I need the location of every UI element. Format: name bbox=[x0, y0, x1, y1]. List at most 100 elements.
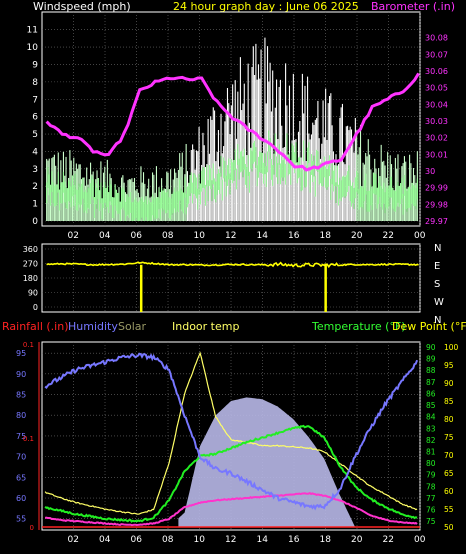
rainfall-label: Rainfall (.in) bbox=[2, 320, 69, 333]
wind-panel-x-tick-label: 06 bbox=[131, 231, 143, 241]
temperature-y-tick-label: 78 bbox=[426, 482, 436, 491]
wind-panel-x-tick-label: 10 bbox=[194, 231, 206, 241]
temp-panel-x-tick-label: 04 bbox=[99, 535, 111, 545]
temp-panel-x-tick-label: 00 bbox=[414, 535, 426, 545]
baro-y-tick-label: 30.02 bbox=[425, 134, 448, 143]
dewpoint-y-tick-label: 100 bbox=[444, 343, 459, 352]
winddir-y-tick-label: 90 bbox=[28, 289, 38, 298]
temperature-y-tick-label: 84 bbox=[426, 413, 436, 422]
baro-y-tick-label: 30.07 bbox=[425, 50, 448, 59]
rain-y-tick-label: 0 bbox=[30, 524, 34, 532]
dewpoint-y-tick-label: 90 bbox=[444, 379, 454, 388]
temperature-label: Temperature (°F) bbox=[311, 320, 406, 333]
temp-panel-x-tick-label: 12 bbox=[225, 535, 236, 545]
baro-y-tick-label: 30 bbox=[425, 167, 435, 176]
baro-y-tick-label: 29.98 bbox=[425, 200, 448, 209]
dewpoint-y-tick-label: 50 bbox=[444, 523, 454, 532]
temperature-y-tick-label: 86 bbox=[426, 389, 436, 398]
barometer-label: Barometer (.in) bbox=[371, 0, 455, 13]
compass-label: W bbox=[434, 297, 444, 308]
baro-y-tick-label: 30.05 bbox=[425, 84, 448, 93]
compass-label: S bbox=[434, 279, 440, 290]
baro-y-tick-label: 29.99 bbox=[425, 184, 448, 193]
temperature-series-line bbox=[44, 424, 418, 523]
dewpoint-y-tick-label: 85 bbox=[444, 397, 454, 406]
compass-label: N bbox=[434, 243, 441, 254]
dewpoint-y-tick-label: 80 bbox=[444, 415, 454, 424]
temperature-y-tick-label: 83 bbox=[426, 424, 436, 433]
temperature-y-tick-label: 79 bbox=[426, 471, 436, 480]
temperature-y-tick-label: 76 bbox=[426, 506, 436, 515]
baro-y-tick-label: 30.08 bbox=[425, 34, 448, 43]
wind-y-tick-label: 5 bbox=[32, 130, 38, 140]
humidity-y-tick-label: 90 bbox=[16, 370, 26, 379]
temp-panel-x-tick-label: 20 bbox=[351, 535, 363, 545]
dewpoint-y-tick-label: 95 bbox=[444, 361, 454, 370]
indoor-temp-series-line bbox=[44, 351, 418, 515]
temperature-y-tick-label: 88 bbox=[426, 366, 436, 375]
temp-panel-x-tick-label: 10 bbox=[194, 535, 206, 545]
wind-panel-x-tick-label: 22 bbox=[383, 231, 394, 241]
wind-y-tick-label: 0 bbox=[32, 217, 38, 227]
wind-direction-series-line bbox=[46, 261, 419, 269]
indoor-temp-label: Indoor temp bbox=[172, 320, 239, 333]
rain-y-tick-label: 0.1 bbox=[23, 341, 34, 349]
windspeed-label: Windspeed (mph) bbox=[33, 0, 131, 13]
humidity-y-tick-label: 75 bbox=[16, 432, 26, 441]
temperature-y-tick-label: 89 bbox=[426, 355, 436, 364]
wind-y-tick-label: 1 bbox=[32, 200, 38, 210]
humidity-y-tick-label: 55 bbox=[16, 515, 26, 524]
wind-y-tick-label: 9 bbox=[32, 60, 38, 70]
humidity-y-tick-label: 60 bbox=[16, 494, 26, 503]
temperature-y-tick-label: 75 bbox=[426, 517, 436, 526]
baro-y-tick-label: 30.01 bbox=[425, 150, 448, 159]
humidity-y-tick-label: 95 bbox=[16, 349, 26, 358]
wind-panel-x-tick-label: 20 bbox=[351, 231, 363, 241]
wind-panel-x-tick-label: 04 bbox=[99, 231, 111, 241]
temp-panel-x-tick-label: 22 bbox=[383, 535, 394, 545]
humidity-y-tick-label: 65 bbox=[16, 473, 26, 482]
solar-label: Solar bbox=[118, 320, 147, 333]
dew-point-label: Dew Point (°F) bbox=[392, 320, 466, 333]
dewpoint-y-tick-label: 70 bbox=[444, 451, 454, 460]
humidity-y-tick-label: 80 bbox=[16, 411, 26, 420]
temp-panel-x-tick-label: 08 bbox=[162, 535, 174, 545]
wind-y-tick-label: 2 bbox=[32, 182, 38, 192]
baro-y-tick-label: 30.06 bbox=[425, 67, 448, 76]
temp-panel-x-tick-label: 16 bbox=[288, 535, 300, 545]
barometer-series-line bbox=[45, 72, 420, 172]
dewpoint-y-tick-label: 75 bbox=[444, 433, 454, 442]
wind-y-tick-label: 6 bbox=[32, 113, 38, 123]
compass-label: N bbox=[434, 315, 441, 326]
baro-y-tick-label: 29.97 bbox=[425, 217, 448, 226]
graph-title: 24 hour graph day : June 06 2025 bbox=[173, 0, 359, 13]
wind-panel-x-tick-label: 02 bbox=[68, 231, 79, 241]
wind-y-tick-label: 7 bbox=[32, 95, 38, 105]
dewpoint-y-tick-label: 65 bbox=[444, 469, 454, 478]
wind-y-tick-label: 11 bbox=[27, 26, 38, 36]
baro-y-tick-label: 30.03 bbox=[425, 117, 448, 126]
wind-y-tick-label: 8 bbox=[32, 78, 38, 88]
temp-panel-x-tick-label: 18 bbox=[320, 535, 332, 545]
temp-panel-x-tick-label: 02 bbox=[68, 535, 79, 545]
rain-y-tick-label: 0.1 bbox=[23, 435, 34, 443]
chart-marks: 02 04 06 08 10 12 14 16 18 20 22 000123456789101129… bbox=[16, 11, 459, 545]
temperature-y-tick-label: 87 bbox=[426, 378, 436, 387]
baro-y-tick-label: 30.04 bbox=[425, 100, 448, 109]
temperature-y-tick-label: 82 bbox=[426, 436, 436, 445]
dewpoint-y-tick-label: 60 bbox=[444, 487, 454, 496]
dewpoint-y-tick-label: 55 bbox=[444, 505, 454, 514]
humidity-series-line bbox=[44, 352, 419, 511]
temp-panel-x-tick-label: 14 bbox=[257, 535, 269, 545]
temp-panel-x-tick-label: 06 bbox=[131, 535, 143, 545]
wind-panel-x-tick-label: 12 bbox=[225, 231, 236, 241]
wind-y-tick-label: 4 bbox=[32, 147, 38, 157]
wind-panel-x-tick-label: 08 bbox=[162, 231, 174, 241]
temperature-y-tick-label: 77 bbox=[426, 494, 436, 503]
dew-point-series-line bbox=[44, 491, 418, 527]
compass-label: E bbox=[434, 261, 440, 272]
winddir-y-tick-label: 270 bbox=[23, 260, 38, 269]
wind-y-tick-label: 10 bbox=[27, 43, 39, 53]
temperature-y-tick-label: 81 bbox=[426, 448, 436, 457]
